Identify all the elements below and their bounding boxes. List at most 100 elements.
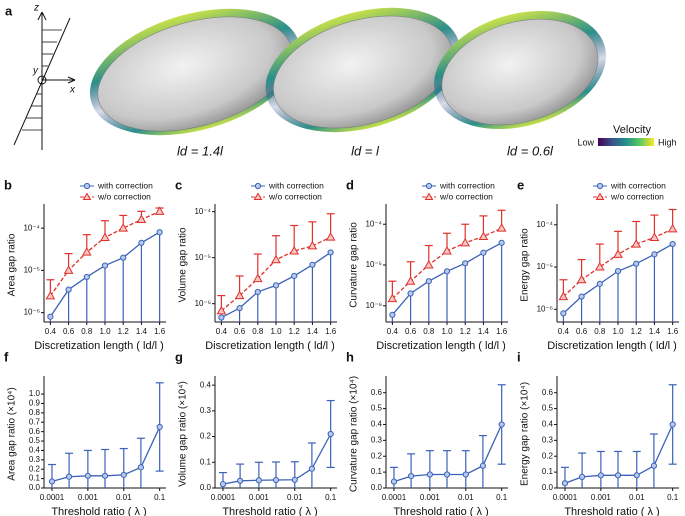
panel-label: b bbox=[4, 177, 12, 192]
marker bbox=[218, 314, 225, 321]
x-tick-label: 0.6 bbox=[576, 327, 588, 336]
marker bbox=[389, 311, 396, 318]
x-tick-label: 0.001 bbox=[249, 493, 270, 502]
panel-label: e bbox=[517, 177, 524, 192]
y-tick-label: 10⁻⁵ bbox=[537, 262, 553, 271]
y-tick-label: 10⁻⁴ bbox=[536, 220, 553, 229]
y-tick-label: 0.4 bbox=[371, 420, 383, 429]
legend-marker bbox=[425, 182, 433, 190]
y-tick-label: 0.1 bbox=[542, 467, 554, 476]
marker bbox=[578, 473, 586, 480]
x-axis-title: Discretization length ( ld/l ) bbox=[376, 340, 506, 352]
y-tick-label: 0.0 bbox=[200, 483, 212, 492]
legend-label: w/o correction bbox=[439, 191, 493, 201]
legend-marker bbox=[82, 192, 92, 200]
y-axis-title: Volume gap ratio bbox=[178, 227, 189, 302]
marker bbox=[325, 232, 336, 241]
marker bbox=[597, 472, 604, 479]
marker bbox=[84, 472, 91, 479]
marker bbox=[425, 278, 432, 285]
y-tick-label: 0.7 bbox=[29, 417, 41, 426]
legend-marker bbox=[424, 192, 434, 200]
x-tick-label: 1.0 bbox=[612, 327, 624, 336]
marker bbox=[669, 240, 676, 248]
y-tick-label: 0.6 bbox=[542, 388, 554, 397]
caption: ld = l bbox=[351, 143, 380, 158]
marker bbox=[633, 260, 640, 267]
x-tick-label: 0.1 bbox=[667, 493, 679, 502]
y-tick-label: 0.2 bbox=[29, 464, 41, 473]
marker bbox=[594, 262, 605, 271]
y-tick-label: 0.5 bbox=[542, 404, 554, 413]
y-tick-label: 0.3 bbox=[542, 435, 554, 444]
y-tick-label: 10⁻⁶ bbox=[24, 308, 40, 317]
x-axis-title: Threshold ratio ( λ ) bbox=[393, 506, 488, 516]
x-tick-label: 0.4 bbox=[45, 327, 57, 336]
x-tick-label: 1.4 bbox=[307, 327, 319, 336]
colorbar-label: High bbox=[658, 137, 677, 147]
x-axis-title: Discretization length ( ld/l ) bbox=[34, 340, 164, 352]
marker bbox=[650, 462, 658, 469]
x-tick-label: 1.6 bbox=[325, 327, 337, 336]
x-tick-label: 0.4 bbox=[387, 327, 399, 336]
axis-label: x bbox=[69, 85, 76, 96]
y-tick-label: 0.2 bbox=[371, 451, 383, 460]
marker bbox=[669, 421, 676, 428]
y-axis-title: Area gap ratio bbox=[7, 233, 18, 296]
legend-label: w/o correction bbox=[97, 191, 151, 201]
marker bbox=[327, 430, 334, 438]
marker bbox=[83, 273, 90, 281]
y-tick-label: 0.0 bbox=[371, 483, 383, 492]
marker bbox=[48, 478, 56, 485]
caption: ld = 1.4l bbox=[177, 143, 224, 158]
marker bbox=[578, 293, 585, 300]
x-tick-label: 0.8 bbox=[252, 327, 264, 336]
marker bbox=[667, 223, 678, 233]
y-tick-label: 10⁻⁴ bbox=[23, 223, 40, 232]
panel-label: i bbox=[517, 349, 521, 364]
marker bbox=[100, 232, 110, 242]
marker bbox=[614, 268, 622, 275]
marker bbox=[327, 249, 334, 256]
marker bbox=[407, 290, 414, 297]
marker bbox=[236, 305, 243, 312]
marker bbox=[387, 293, 398, 303]
legend-label: w/o correction bbox=[268, 191, 322, 201]
panel-label: h bbox=[346, 349, 354, 364]
x-axis-title: Threshold ratio ( λ ) bbox=[51, 506, 146, 516]
y-tick-label: 10⁻⁵ bbox=[366, 260, 382, 269]
legend-label: with correction bbox=[268, 180, 324, 190]
y-tick-label: 0.8 bbox=[29, 408, 41, 417]
marker bbox=[136, 214, 147, 224]
y-tick-label: 0.1 bbox=[200, 457, 212, 466]
marker bbox=[156, 423, 163, 431]
marker bbox=[478, 231, 489, 240]
x-tick-label: 1.2 bbox=[118, 327, 130, 336]
marker bbox=[423, 259, 434, 269]
marker bbox=[291, 272, 298, 280]
y-tick-label: 0.5 bbox=[29, 436, 41, 445]
y-tick-label: 0.3 bbox=[29, 455, 41, 464]
marker bbox=[272, 476, 280, 484]
x-tick-label: 0.0001 bbox=[382, 493, 407, 502]
y-tick-label: 0.2 bbox=[200, 432, 212, 441]
marker bbox=[65, 286, 72, 293]
colorbar bbox=[598, 138, 654, 146]
legend-label: with correction bbox=[610, 180, 666, 190]
marker bbox=[633, 472, 640, 479]
marker bbox=[255, 477, 262, 484]
marker bbox=[405, 276, 416, 285]
marker bbox=[596, 280, 603, 287]
marker bbox=[443, 268, 451, 275]
y-tick-label: 10⁻⁵ bbox=[24, 266, 40, 275]
marker bbox=[65, 473, 73, 480]
panel-label: d bbox=[346, 177, 354, 192]
marker bbox=[289, 245, 300, 255]
marker bbox=[120, 471, 127, 478]
legend-marker bbox=[83, 182, 91, 190]
x-tick-label: 0.01 bbox=[629, 493, 645, 502]
shear-diagram bbox=[13, 11, 76, 150]
y-tick-label: 0.2 bbox=[542, 451, 554, 460]
marker bbox=[496, 223, 507, 232]
